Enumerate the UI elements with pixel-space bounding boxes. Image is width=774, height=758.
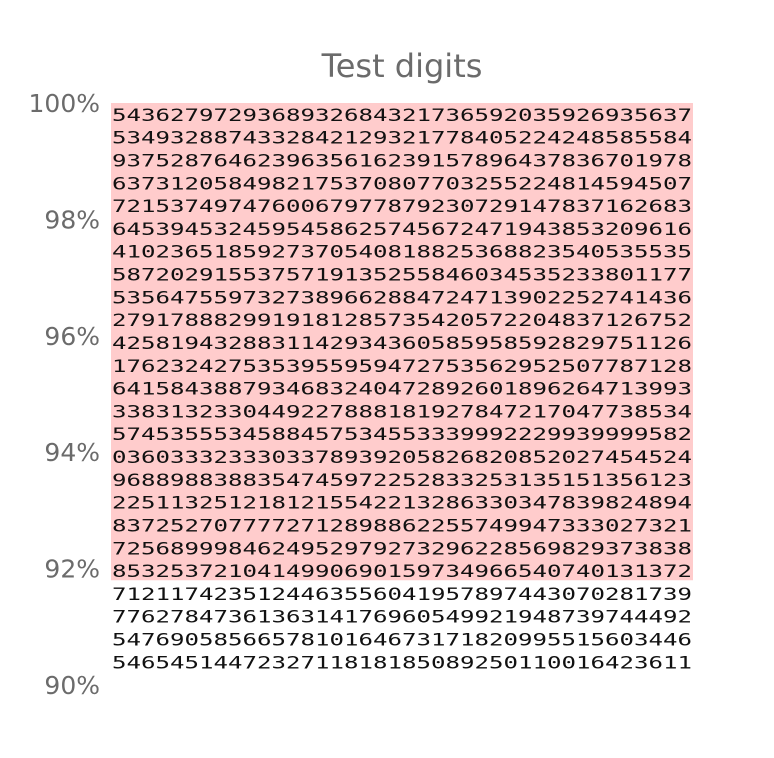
digit-row: 8532537210414990690159734966540740131372 [112,562,692,582]
digit-row: 8372527077772712898862255749947333027321 [112,516,692,536]
digit-grid: 5436279729368932684321736592035926935637… [112,106,692,674]
digit-row: 7762784736136314176960549921948739744492 [112,608,692,628]
digit-row: 3383132330449227888181927847217047738534 [112,402,692,422]
digit-row: 4258194328831142934360585958592829751126 [112,334,692,354]
digit-row: 5356475597327389662884724713902252741436 [112,288,692,308]
digit-row: 4102365185927370540818825368823540535535 [112,243,692,263]
digit-row: 9375287646239635616239157896437836701978 [112,151,692,171]
digit-row: 6453945324595458625745672471943853209616 [112,220,692,240]
digit-row: 5872029155375719135255846034535233801177 [112,266,692,286]
digit-row: 2791788829919181285735420572204837126752 [112,311,692,331]
digit-row: 7121174235124463556041957897443070281739 [112,585,692,605]
y-tick-label: 100% [29,89,100,118]
digit-row: 7215374974760067977879230729147837162683 [112,197,692,217]
y-tick-label: 92% [44,555,100,584]
digit-row: 2251132512181215542213286330347839824894 [112,494,692,514]
digit-row: 5436279729368932684321736592035926935637 [112,106,692,126]
digit-row: 5745355534588457534553339992229939999582 [112,425,692,445]
digit-row: 6415843887934683240472892601896264713993 [112,380,692,400]
digit-row: 5349328874332842129321778405224248585584 [112,129,692,149]
digit-row: 5465451447232711818185089250110016423611 [112,653,692,673]
y-axis: 100% 98% 96% 94% 92% 90% [29,89,100,700]
digit-row: 1762324275353955959472753562952507787128 [112,357,692,377]
y-tick-label: 98% [44,205,100,234]
y-tick-label: 94% [44,438,100,467]
chart-title: Test digits [321,47,483,85]
y-tick-label: 96% [44,322,100,351]
y-tick-label: 90% [44,671,100,700]
digit-row: 7256899984624952979273296228569829373838 [112,539,692,559]
digit-row: 0360333233303378939205826820852027454524 [112,448,692,468]
digit-row: 9688988388354745972252833253135151356123 [112,471,692,491]
digit-row: 5476905856657810164673171820995515603446 [112,631,692,651]
highlight-band [111,103,693,581]
digit-row: 6373120584982175370807703255224814594507 [112,174,692,194]
